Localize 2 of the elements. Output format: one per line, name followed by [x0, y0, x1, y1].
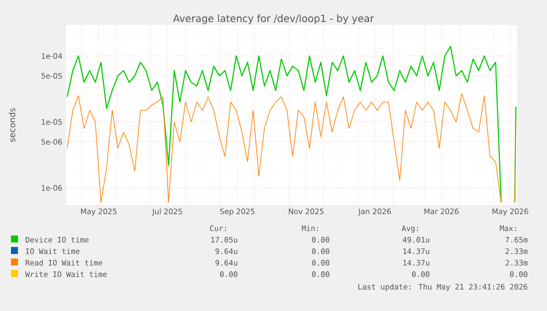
y-axis-title: seconds — [8, 108, 16, 142]
chart-title: Average latency for /dev/loop1 - by year — [173, 14, 374, 24]
